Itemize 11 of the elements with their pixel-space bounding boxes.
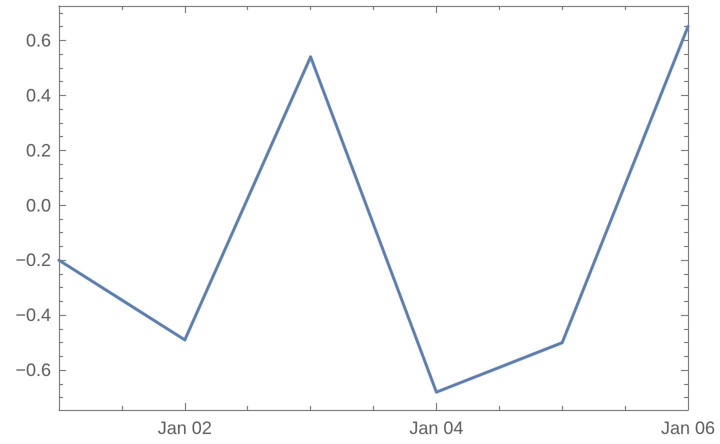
line-series (58, 25, 690, 394)
y-tick-label: 0.0 (26, 195, 51, 216)
x-tick-label: Jan 06 (660, 418, 716, 438)
y-tick-label: 0.6 (26, 30, 51, 50)
y-tick-label: 0.2 (26, 140, 51, 160)
x-tick-label: Jan 02 (158, 418, 212, 438)
y-tick-label: −0.2 (15, 250, 51, 270)
x-tick-label: Jan 04 (409, 418, 464, 438)
y-tick-label: −0.6 (15, 360, 51, 380)
y-tick-label: 0.4 (26, 85, 51, 106)
y-tick-label: −0.4 (15, 305, 51, 326)
